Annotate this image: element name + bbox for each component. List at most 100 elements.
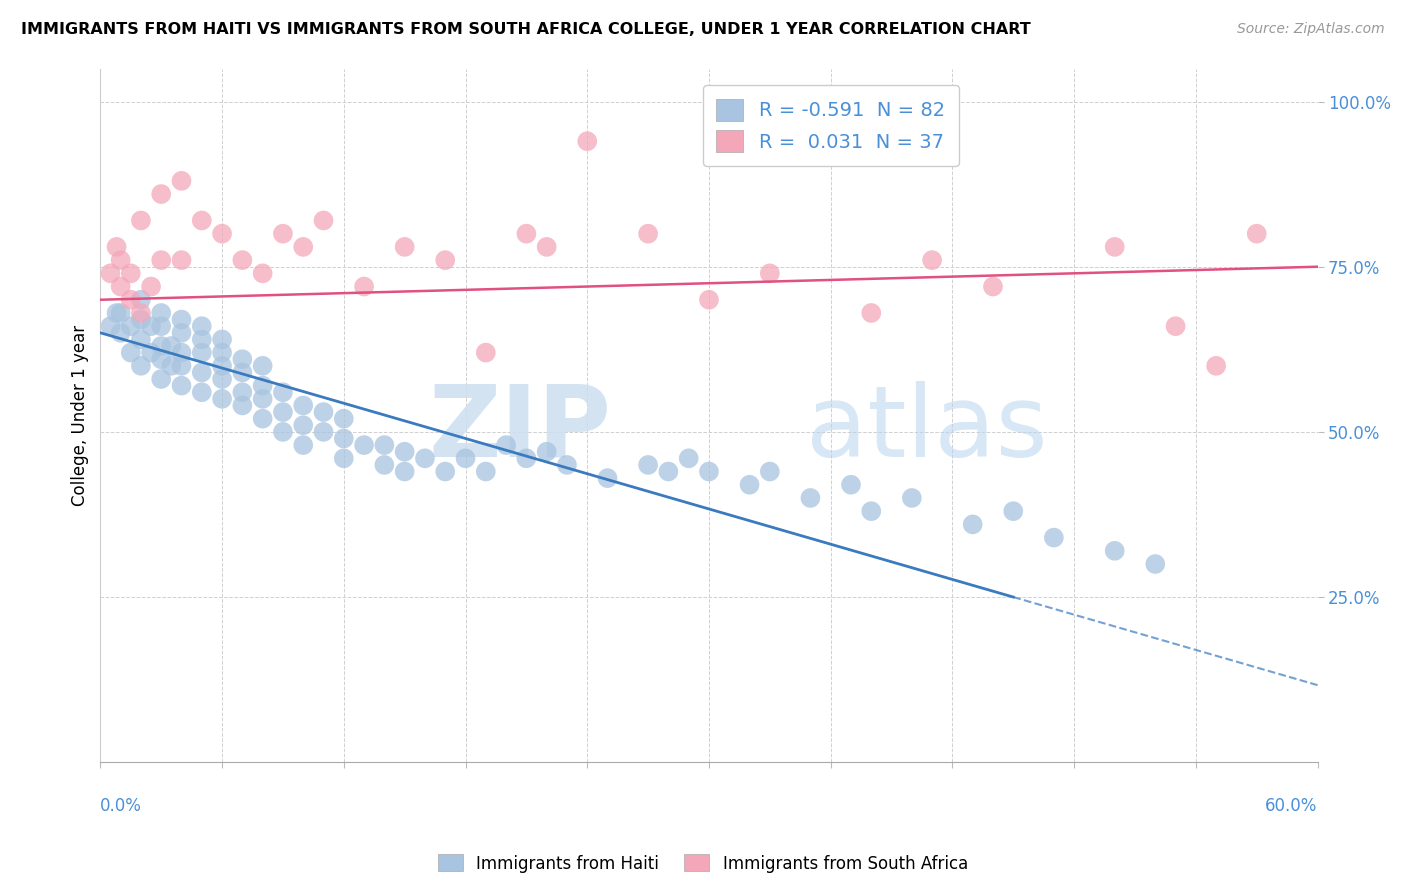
Point: [150, 372, 173, 386]
Point: [120, 293, 142, 307]
Point: [475, 465, 498, 479]
Point: [860, 306, 883, 320]
Y-axis label: College, Under 1 year: College, Under 1 year: [72, 325, 89, 506]
Point: [637, 227, 659, 241]
Point: [211, 372, 233, 386]
Point: [292, 418, 315, 433]
Point: [150, 306, 173, 320]
Point: [962, 517, 984, 532]
Point: [211, 359, 233, 373]
Text: IMMIGRANTS FROM HAITI VS IMMIGRANTS FROM SOUTH AFRICA COLLEGE, UNDER 1 YEAR CORR: IMMIGRANTS FROM HAITI VS IMMIGRANTS FROM…: [21, 22, 1031, 37]
Point: [839, 477, 862, 491]
Point: [353, 438, 375, 452]
Point: [495, 438, 517, 452]
Text: 0.0%: 0.0%: [100, 797, 142, 815]
Point: [191, 385, 214, 400]
Point: [231, 253, 253, 268]
Point: [129, 332, 152, 346]
Point: [120, 345, 142, 359]
Point: [139, 319, 162, 334]
Point: [536, 444, 558, 458]
Point: [678, 451, 700, 466]
Point: [170, 359, 193, 373]
Point: [576, 134, 599, 148]
Point: [129, 312, 152, 326]
Point: [333, 411, 356, 425]
Point: [150, 352, 173, 367]
Point: [596, 471, 619, 485]
Point: [170, 378, 193, 392]
Point: [160, 359, 183, 373]
Text: ZIP: ZIP: [429, 381, 612, 478]
Point: [191, 332, 214, 346]
Point: [475, 345, 498, 359]
Point: [271, 425, 294, 439]
Point: [100, 266, 122, 280]
Point: [160, 339, 183, 353]
Point: [292, 438, 315, 452]
Point: [1205, 359, 1227, 373]
Legend: R = -0.591  N = 82, R =  0.031  N = 37: R = -0.591 N = 82, R = 0.031 N = 37: [703, 85, 959, 166]
Point: [191, 345, 214, 359]
Point: [394, 465, 416, 479]
Point: [515, 227, 537, 241]
Point: [191, 366, 214, 380]
Point: [333, 432, 356, 446]
Point: [697, 293, 720, 307]
Point: [110, 253, 132, 268]
Point: [637, 458, 659, 472]
Point: [697, 465, 720, 479]
Point: [860, 504, 883, 518]
Text: 60.0%: 60.0%: [1265, 797, 1317, 815]
Point: [434, 465, 457, 479]
Point: [120, 266, 142, 280]
Point: [100, 319, 122, 334]
Point: [394, 240, 416, 254]
Point: [373, 458, 395, 472]
Point: [738, 477, 761, 491]
Point: [231, 366, 253, 380]
Point: [252, 266, 274, 280]
Point: [454, 451, 477, 466]
Point: [129, 359, 152, 373]
Point: [292, 240, 315, 254]
Point: [1164, 319, 1187, 334]
Point: [150, 339, 173, 353]
Point: [170, 312, 193, 326]
Point: [105, 306, 128, 320]
Legend: Immigrants from Haiti, Immigrants from South Africa: Immigrants from Haiti, Immigrants from S…: [432, 847, 974, 880]
Point: [1043, 531, 1066, 545]
Point: [191, 319, 214, 334]
Point: [170, 326, 193, 340]
Point: [312, 425, 335, 439]
Point: [1104, 240, 1126, 254]
Point: [921, 253, 943, 268]
Point: [110, 306, 132, 320]
Point: [271, 385, 294, 400]
Point: [211, 345, 233, 359]
Point: [211, 332, 233, 346]
Point: [191, 213, 214, 227]
Point: [110, 326, 132, 340]
Point: [555, 458, 578, 472]
Point: [139, 345, 162, 359]
Point: [211, 392, 233, 406]
Point: [901, 491, 924, 505]
Point: [231, 399, 253, 413]
Point: [312, 405, 335, 419]
Point: [799, 491, 821, 505]
Point: [150, 187, 173, 202]
Point: [129, 213, 152, 227]
Point: [150, 253, 173, 268]
Point: [170, 174, 193, 188]
Point: [129, 293, 152, 307]
Point: [170, 345, 193, 359]
Text: Source: ZipAtlas.com: Source: ZipAtlas.com: [1237, 22, 1385, 37]
Point: [252, 359, 274, 373]
Point: [231, 385, 253, 400]
Point: [515, 451, 537, 466]
Point: [394, 444, 416, 458]
Point: [1144, 557, 1167, 571]
Point: [657, 465, 679, 479]
Point: [434, 253, 457, 268]
